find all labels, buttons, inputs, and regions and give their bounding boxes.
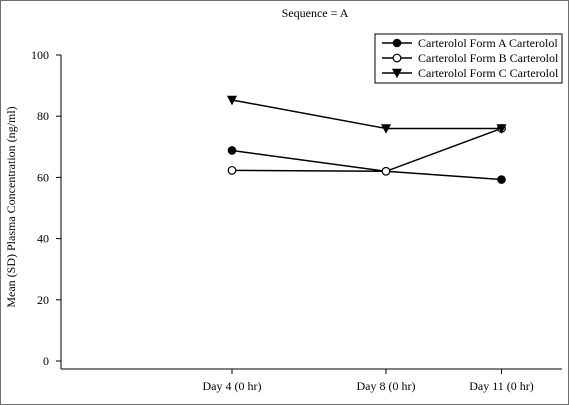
y-tick-label: 60 bbox=[37, 170, 49, 184]
legend-label: Carterolol Form A Carterolol bbox=[418, 36, 558, 50]
x-tick-label: Day 11 (0 hr) bbox=[469, 379, 534, 393]
legend-label: Carterolol Form C Carterolol bbox=[418, 66, 559, 80]
data-point bbox=[380, 124, 392, 134]
x-axis-ticks: Day 4 (0 hr) Day 8 (0 hr) Day 11 (0 hr) bbox=[203, 369, 534, 393]
series-1 bbox=[227, 124, 506, 176]
data-point bbox=[227, 146, 237, 155]
legend-label: Carterolol Form B Carterolol bbox=[418, 51, 559, 65]
series-2 bbox=[226, 95, 507, 134]
data-point bbox=[496, 124, 507, 134]
series-line bbox=[231, 99, 502, 130]
series-layer bbox=[226, 95, 507, 184]
data-point bbox=[226, 95, 238, 106]
legend-marker bbox=[391, 68, 403, 79]
chart-title: Sequence = A bbox=[282, 6, 349, 20]
y-tick-label: 40 bbox=[37, 232, 49, 246]
legend-marker bbox=[392, 53, 402, 63]
x-tick-label: Day 8 (0 hr) bbox=[357, 379, 416, 393]
data-point bbox=[381, 166, 391, 176]
series-line bbox=[231, 149, 502, 181]
y-axis-label: Mean (SD) Plasma Concentration (ng/ml) bbox=[4, 106, 18, 307]
series-0 bbox=[227, 146, 506, 184]
y-tick-label: 20 bbox=[37, 293, 49, 307]
y-axis-ticks: 0 20 40 60 80 100 bbox=[31, 48, 61, 368]
data-point bbox=[227, 165, 237, 175]
legend-marker bbox=[392, 38, 402, 48]
series-line bbox=[231, 127, 502, 173]
y-tick-label: 0 bbox=[43, 354, 49, 368]
data-point bbox=[497, 175, 506, 184]
x-tick-label: Day 4 (0 hr) bbox=[203, 379, 262, 393]
y-tick-label: 80 bbox=[37, 109, 49, 123]
y-tick-label: 100 bbox=[31, 48, 49, 62]
